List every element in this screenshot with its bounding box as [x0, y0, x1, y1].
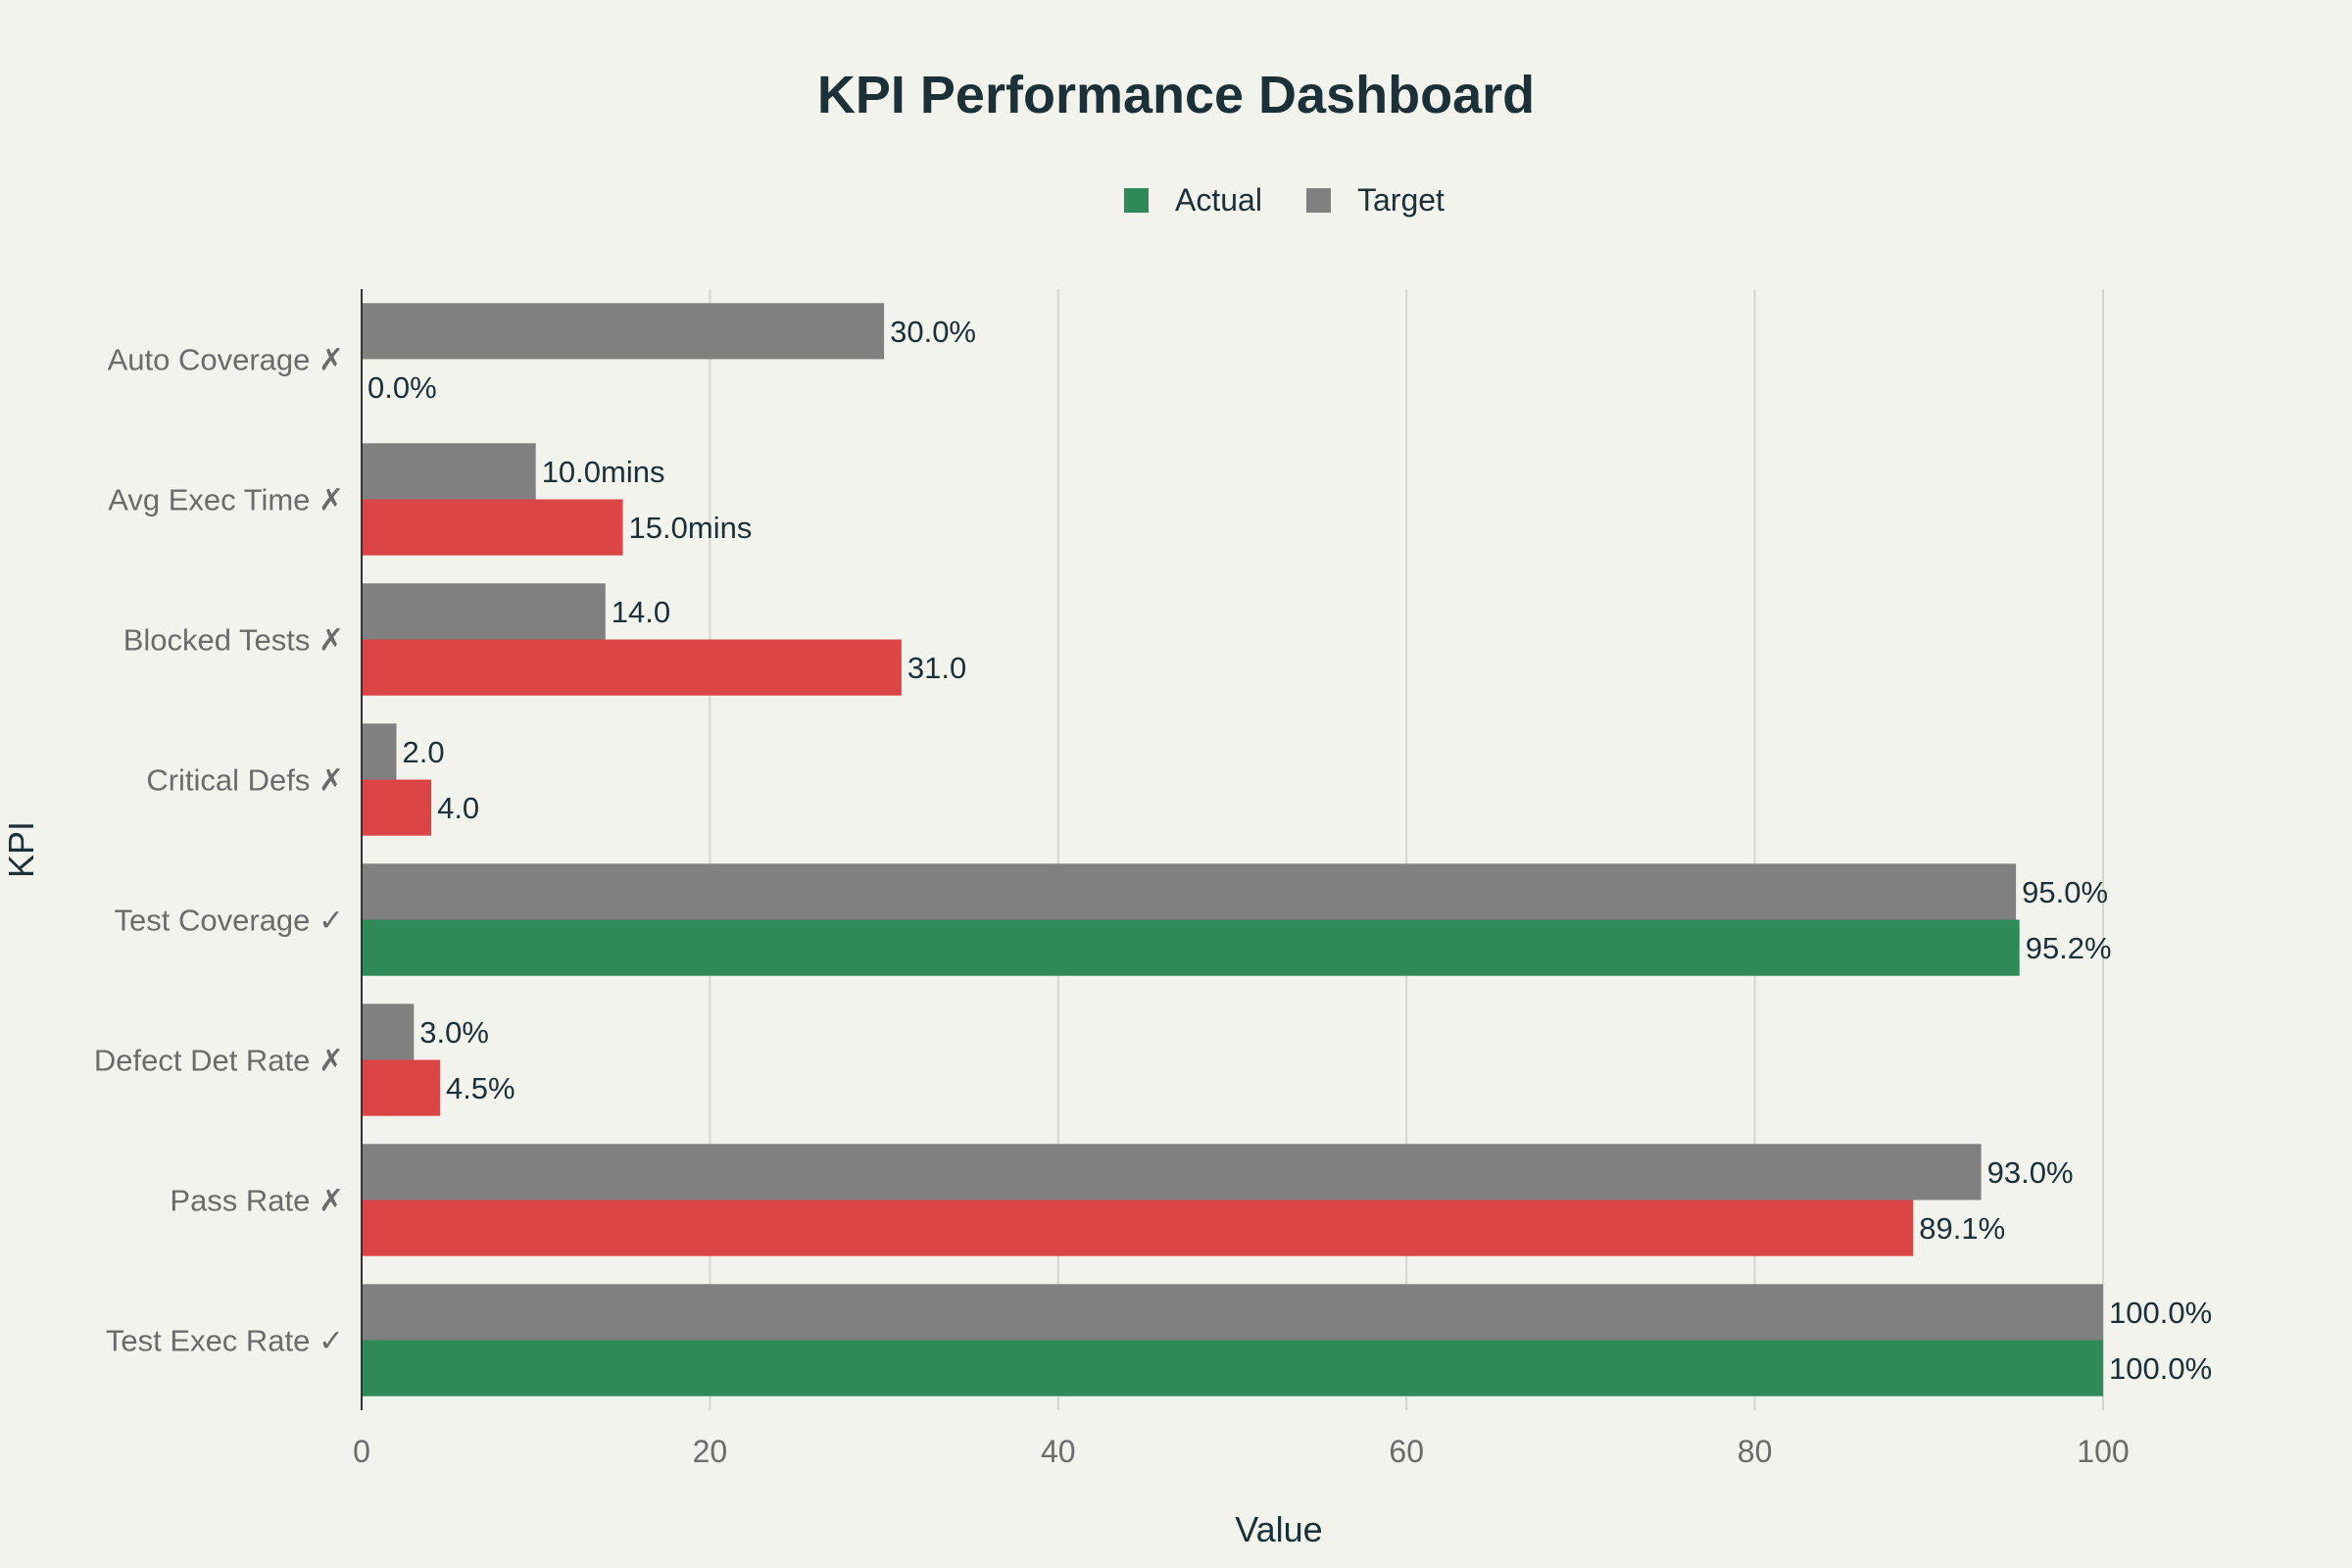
- chart-title: KPI Performance Dashboard: [817, 66, 1535, 124]
- actual-bar: [362, 499, 623, 556]
- y-tick-label: Blocked Tests ✗: [123, 623, 344, 658]
- bars: [362, 303, 2103, 1396]
- target-bar: [362, 1284, 2103, 1341]
- y-tick-label: Critical Defs ✗: [146, 763, 344, 798]
- actual-bar: [362, 1340, 2103, 1396]
- legend-label-actual: Actual: [1175, 182, 1262, 218]
- actual-data-label: 89.1%: [1919, 1211, 2005, 1246]
- actual-data-label: 95.2%: [2026, 931, 2112, 965]
- target-data-label: 100.0%: [2109, 1296, 2212, 1330]
- y-axis-label: KPI: [1, 821, 41, 878]
- y-tick-label: Auto Coverage ✗: [108, 343, 344, 377]
- x-axis-label: Value: [1235, 1509, 1322, 1549]
- y-tick-label: Defect Det Rate ✗: [94, 1044, 344, 1078]
- y-tick-label: Test Coverage ✓: [115, 904, 344, 938]
- x-tick-label: 20: [693, 1434, 728, 1469]
- legend: Actual Target: [1124, 182, 1445, 218]
- target-bar: [362, 583, 606, 640]
- actual-data-label: 4.0: [437, 791, 479, 825]
- actual-data-label: 4.5%: [446, 1071, 515, 1105]
- data-labels: 30.0% 0.0% 10.0mins 15.0mins 14.0 31.0 2.0 4.0 9…: [368, 315, 2212, 1386]
- target-bar: [362, 1144, 1982, 1200]
- actual-bar: [362, 639, 902, 696]
- actual-data-label: 0.0%: [368, 370, 437, 405]
- actual-bar: [362, 779, 432, 836]
- target-bar: [362, 1004, 415, 1060]
- actual-bar: [362, 1200, 1914, 1256]
- legend-swatch-actual: [1124, 188, 1149, 213]
- target-data-label: 14.0: [612, 595, 670, 629]
- y-tick-label: Pass Rate ✗: [170, 1184, 344, 1218]
- actual-bar: [362, 1059, 440, 1116]
- target-bar: [362, 303, 885, 360]
- axes: 0 20 40 60 80 100 Auto Coverage ✗ Avg Exec Time…: [94, 289, 2130, 1469]
- actual-bar: [362, 919, 2020, 976]
- legend-label-target: Target: [1357, 182, 1445, 218]
- target-data-label: 93.0%: [1987, 1155, 2074, 1190]
- target-data-label: 95.0%: [2022, 875, 2108, 909]
- x-tick-label: 100: [2077, 1434, 2129, 1469]
- actual-data-label: 100.0%: [2109, 1351, 2212, 1386]
- target-bar: [362, 863, 2017, 920]
- target-data-label: 10.0mins: [542, 455, 665, 489]
- target-data-label: 2.0: [403, 735, 445, 769]
- actual-data-label: 31.0: [907, 651, 966, 685]
- actual-data-label: 15.0mins: [629, 511, 753, 545]
- y-tick-label: Avg Exec Time ✗: [108, 483, 344, 517]
- target-data-label: 30.0%: [890, 315, 976, 349]
- x-tick-label: 80: [1738, 1434, 1773, 1469]
- legend-swatch-target: [1306, 188, 1331, 213]
- x-tick-label: 40: [1041, 1434, 1076, 1469]
- target-data-label: 3.0%: [419, 1015, 489, 1050]
- x-tick-label: 0: [353, 1434, 370, 1469]
- x-tick-label: 60: [1389, 1434, 1424, 1469]
- target-bar: [362, 723, 397, 780]
- y-tick-label: Test Exec Rate ✓: [106, 1324, 344, 1358]
- target-bar: [362, 443, 536, 500]
